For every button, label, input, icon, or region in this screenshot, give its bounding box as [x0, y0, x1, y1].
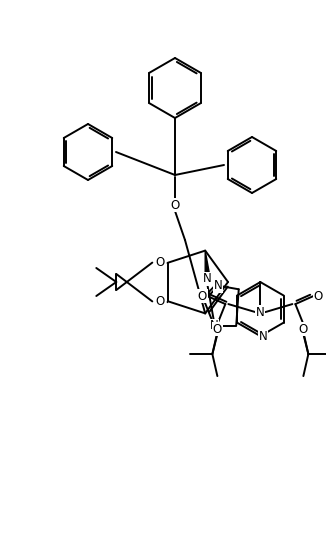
Text: O: O	[314, 290, 323, 302]
Text: O: O	[156, 295, 165, 308]
Text: N: N	[259, 330, 268, 343]
Text: N: N	[214, 279, 223, 292]
Text: O: O	[198, 290, 207, 302]
Text: O: O	[156, 256, 165, 269]
Text: N: N	[256, 306, 265, 319]
Text: O: O	[213, 323, 222, 335]
Text: N: N	[203, 272, 212, 285]
Polygon shape	[205, 251, 209, 273]
Text: N: N	[210, 319, 218, 332]
Text: O: O	[299, 323, 308, 335]
Text: O: O	[170, 198, 180, 212]
